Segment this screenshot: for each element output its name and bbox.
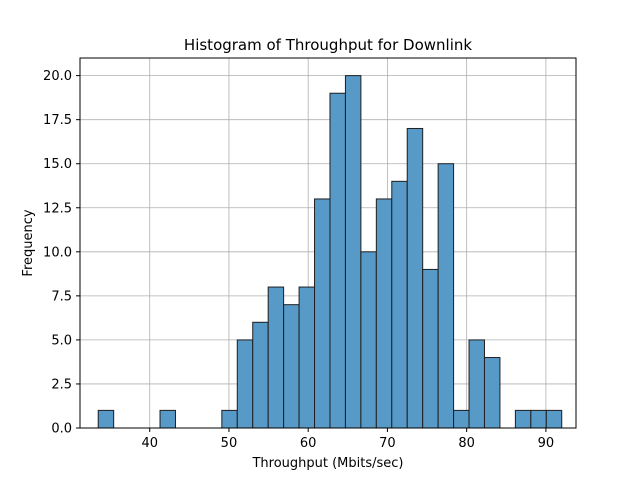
y-tick-label: 17.5 <box>43 113 72 128</box>
histogram-bar <box>159 409 176 429</box>
histogram-bar <box>283 304 300 429</box>
y-axis-ticks: 0.0 2.5 5.0 7.5 10.0 12.5 15.0 17.5 20.0 <box>43 69 80 437</box>
histogram-bar <box>468 339 485 429</box>
histogram-bar <box>483 357 501 429</box>
x-tick-label: 90 <box>538 436 555 451</box>
histogram-bar <box>391 180 408 429</box>
histogram-bar <box>545 409 563 429</box>
x-tick-label: 50 <box>221 436 238 451</box>
histogram-bar <box>344 75 362 429</box>
histogram-bar <box>375 198 393 429</box>
y-tick-label: 15.0 <box>43 157 72 172</box>
y-tick-label: 5.0 <box>51 333 72 348</box>
plot-area-frame <box>79 57 577 429</box>
histogram-bar <box>360 251 377 429</box>
histogram-bar <box>267 286 285 429</box>
histogram-bar <box>530 409 547 429</box>
y-axis-label: Frequency <box>21 209 36 276</box>
bars <box>97 75 563 429</box>
histogram-bar <box>314 198 331 429</box>
y-tick-label: 2.5 <box>51 377 72 392</box>
y-tick-label: 7.5 <box>51 289 72 304</box>
chart-title: Histogram of Throughput for Downlink <box>184 36 472 54</box>
x-axis-ticks: 40 50 60 70 80 90 <box>141 428 554 451</box>
x-tick-label: 70 <box>379 436 396 451</box>
y-tick-label: 20.0 <box>43 69 72 84</box>
histogram-bar <box>221 409 238 429</box>
histogram-bar <box>329 92 346 429</box>
histogram-bar <box>298 286 316 429</box>
histogram-bar <box>453 409 470 429</box>
histogram-bar <box>97 409 115 429</box>
histogram-bar <box>437 163 455 429</box>
histogram-bar <box>406 127 424 429</box>
histogram-bar <box>422 268 439 429</box>
histogram-bar <box>514 409 532 429</box>
x-tick-label: 60 <box>300 436 317 451</box>
x-tick-label: 40 <box>141 436 158 451</box>
y-tick-label: 10.0 <box>43 245 72 260</box>
y-tick-label: 0.0 <box>51 422 72 437</box>
histogram-bar <box>236 339 254 429</box>
histogram-bar <box>252 321 269 429</box>
x-tick-label: 80 <box>458 436 475 451</box>
y-tick-label: 12.5 <box>43 201 72 216</box>
x-axis-label: Throughput (Mbits/sec) <box>251 456 403 471</box>
